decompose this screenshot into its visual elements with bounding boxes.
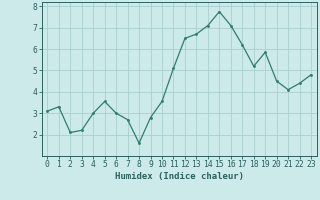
X-axis label: Humidex (Indice chaleur): Humidex (Indice chaleur) bbox=[115, 172, 244, 181]
